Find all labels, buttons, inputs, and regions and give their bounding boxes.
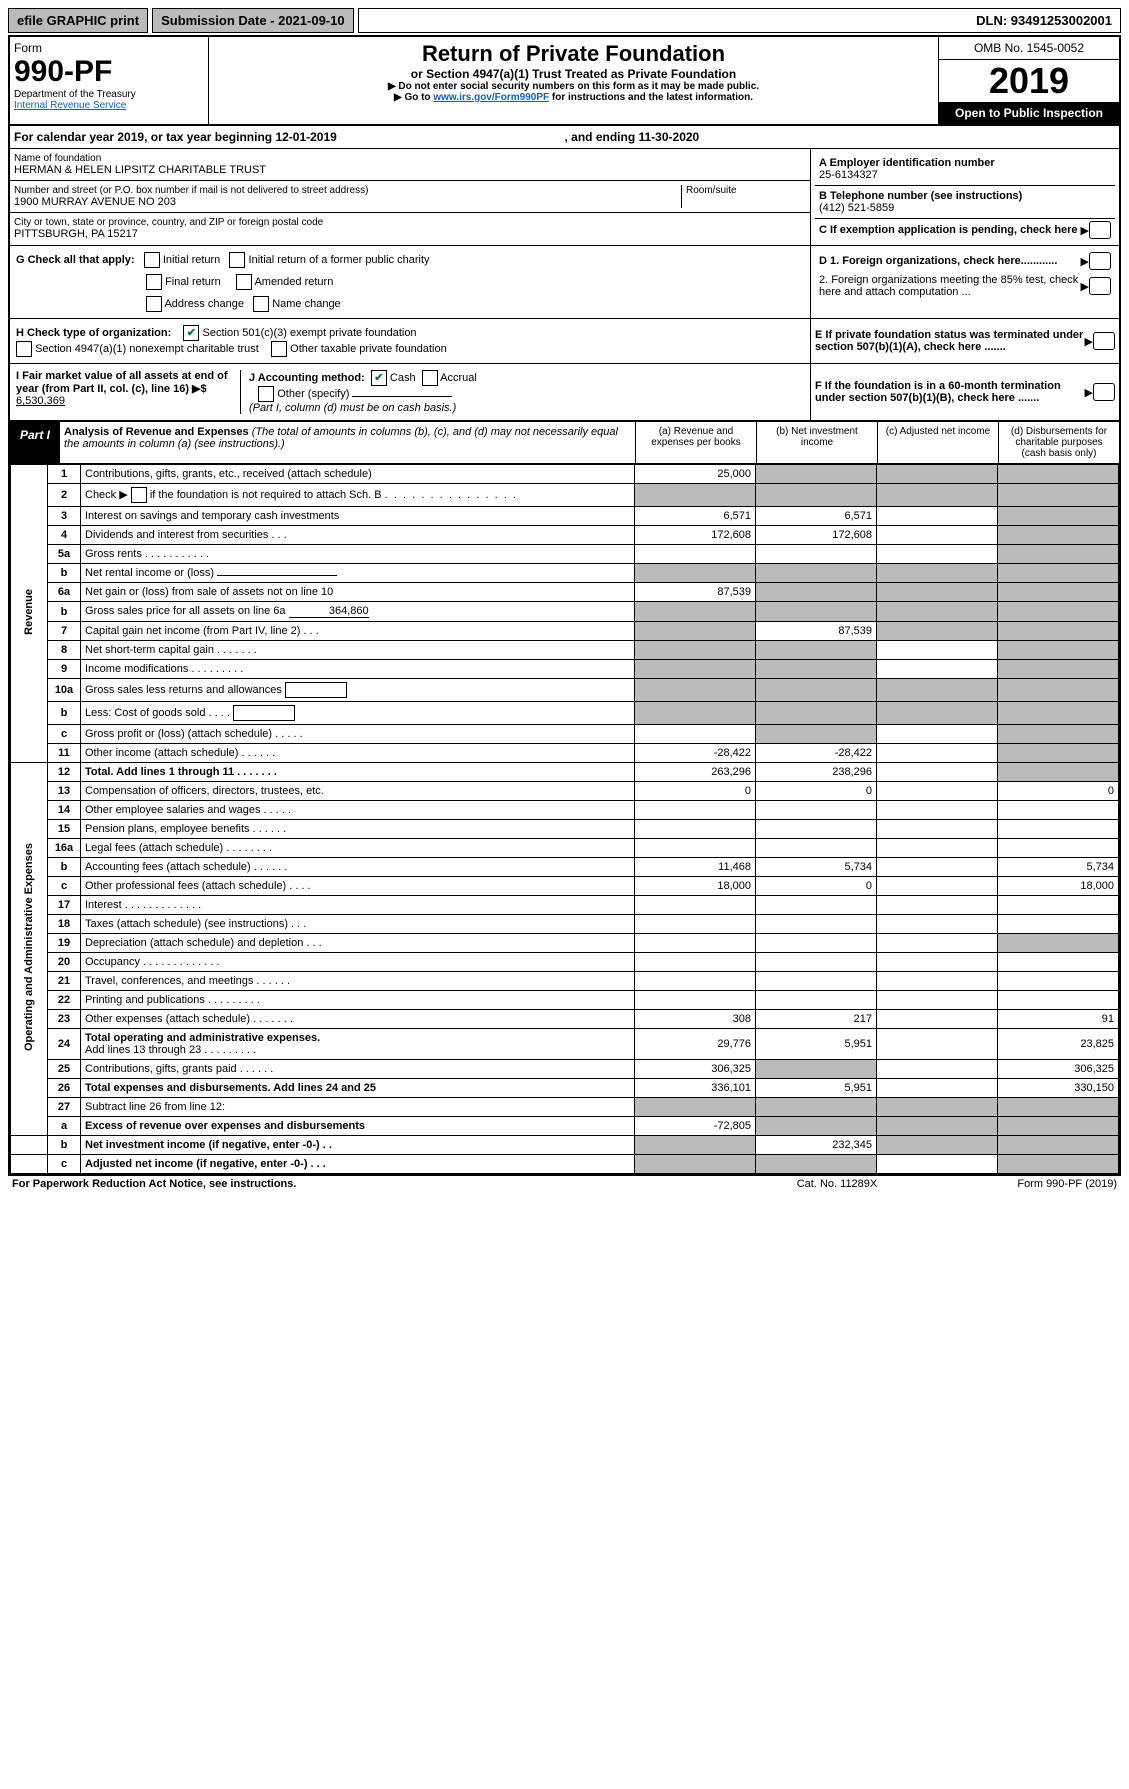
cb-other-tax[interactable] <box>271 341 287 357</box>
d1-cb[interactable] <box>1089 252 1111 270</box>
header-left: Form 990-PF Department of the Treasury I… <box>10 37 209 124</box>
cb-accrual[interactable] <box>422 370 438 386</box>
form-label: Form <box>14 41 204 55</box>
section-i-j-f: I Fair market value of all assets at end… <box>10 364 1119 421</box>
cb-initial-former[interactable] <box>229 252 245 268</box>
form-number: 990-PF <box>14 55 204 89</box>
calendar-row: For calendar year 2019, or tax year begi… <box>10 126 1119 149</box>
col-d: (d) Disbursements for charitable purpose… <box>998 422 1119 463</box>
efile-btn[interactable]: efile GRAPHIC print <box>8 8 148 33</box>
note1: ▶ Do not enter social security numbers o… <box>213 81 934 92</box>
room-label: Room/suite <box>686 185 806 196</box>
ein: 25-6134327 <box>819 169 1111 181</box>
cb-amended[interactable] <box>236 274 252 290</box>
cb-501c3[interactable]: ✔ <box>183 325 199 341</box>
cb-4947[interactable] <box>16 341 32 357</box>
form-container: Form 990-PF Department of the Treasury I… <box>8 35 1121 1176</box>
cb-final[interactable] <box>146 274 162 290</box>
cb-other-acct[interactable] <box>258 386 274 402</box>
col-c: (c) Adjusted net income <box>877 422 998 463</box>
part1-header: Part I Analysis of Revenue and Expenses … <box>10 421 1119 464</box>
org-city: PITTSBURGH, PA 15217 <box>14 228 806 240</box>
footer: For Paperwork Reduction Act Notice, see … <box>8 1176 1121 1192</box>
dept: Department of the Treasury <box>14 89 204 100</box>
top-bar: efile GRAPHIC print Submission Date - 20… <box>8 8 1121 33</box>
irs: Internal Revenue Service <box>14 100 204 111</box>
note2: ▶ Go to www.irs.gov/Form990PF for instru… <box>213 92 934 103</box>
cb-name[interactable] <box>253 296 269 312</box>
subtitle: or Section 4947(a)(1) Trust Treated as P… <box>213 67 934 81</box>
dln: DLN: 93491253002001 <box>358 8 1121 33</box>
revenue-table: Revenue 1Contributions, gifts, grants, e… <box>10 464 1119 1174</box>
org-addr: 1900 MURRAY AVENUE NO 203 <box>14 196 681 208</box>
city-label: City or town, state or province, country… <box>14 217 806 228</box>
phone: (412) 521-5859 <box>819 202 1111 214</box>
omb: OMB No. 1545-0052 <box>939 37 1119 60</box>
section-h-e: H Check type of organization: ✔ Section … <box>10 319 1119 364</box>
part-label: Part I <box>10 422 60 463</box>
phone-label: B Telephone number (see instructions) <box>819 190 1111 202</box>
cb-cash[interactable]: ✔ <box>371 370 387 386</box>
header-center: Return of Private Foundation or Section … <box>209 37 938 124</box>
cb-initial[interactable] <box>144 252 160 268</box>
addr-label: Number and street (or P.O. box number if… <box>14 185 681 196</box>
instructions-link[interactable]: www.irs.gov/Form990PF <box>433 92 549 103</box>
cb-address[interactable] <box>146 296 162 312</box>
col-b: (b) Net investment income <box>756 422 877 463</box>
e-cb[interactable] <box>1093 332 1115 350</box>
name-label: Name of foundation <box>14 153 806 164</box>
fmv: 6,530,369 <box>16 395 65 407</box>
f-cb[interactable] <box>1093 383 1115 401</box>
section-g-d: G Check all that apply: Initial return I… <box>10 246 1119 319</box>
ein-label: A Employer identification number <box>819 157 1111 169</box>
d2-cb[interactable] <box>1089 277 1111 295</box>
header: Form 990-PF Department of the Treasury I… <box>10 37 1119 126</box>
submission-btn[interactable]: Submission Date - 2021-09-10 <box>152 8 354 33</box>
org-name: HERMAN & HELEN LIPSITZ CHARITABLE TRUST <box>14 164 806 176</box>
cb-schb[interactable] <box>131 487 147 503</box>
org-info: Name of foundation HERMAN & HELEN LIPSIT… <box>10 149 1119 246</box>
col-a: (a) Revenue and expenses per books <box>635 422 756 463</box>
irs-link[interactable]: Internal Revenue Service <box>14 100 126 111</box>
c-label: C If exemption application is pending, c… <box>819 224 1081 236</box>
year: 2019 <box>939 60 1119 102</box>
header-right: OMB No. 1545-0052 2019 Open to Public In… <box>938 37 1119 124</box>
title: Return of Private Foundation <box>213 41 934 67</box>
open-inspection: Open to Public Inspection <box>939 102 1119 124</box>
c-checkbox[interactable] <box>1089 221 1111 239</box>
